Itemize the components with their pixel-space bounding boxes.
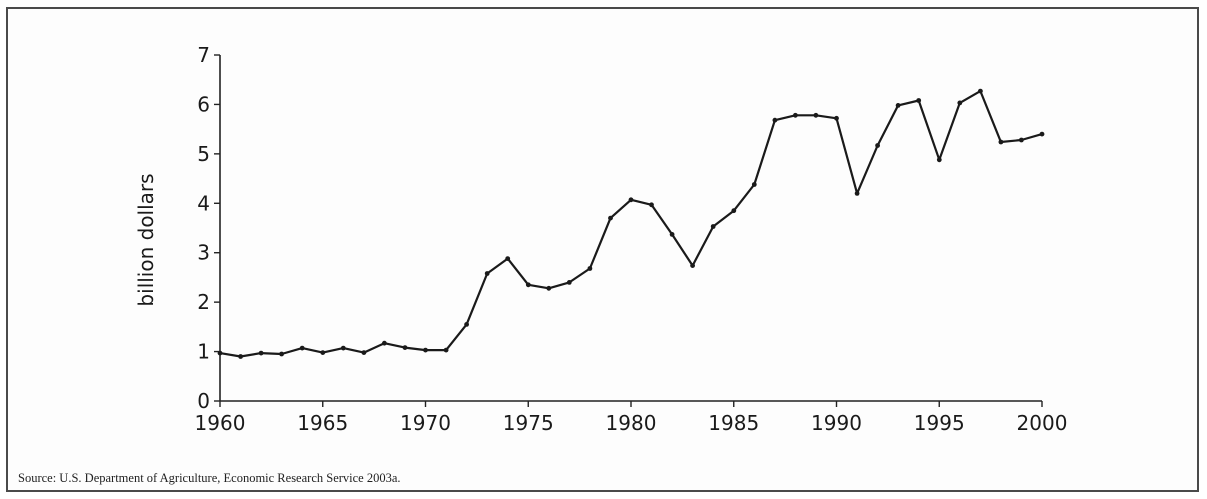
data-point xyxy=(690,263,695,268)
data-point xyxy=(649,202,654,208)
data-point xyxy=(793,112,798,118)
data-point xyxy=(916,98,922,103)
data-point xyxy=(299,345,305,351)
data-point xyxy=(608,215,613,221)
y-tick-label: 2 xyxy=(197,290,210,314)
y-tick-label: 6 xyxy=(197,92,210,116)
data-point xyxy=(751,182,757,187)
x-tick-label: 1975 xyxy=(503,411,554,435)
data-point xyxy=(566,280,572,285)
data-point xyxy=(402,345,408,350)
data-point xyxy=(320,350,326,355)
data-point xyxy=(978,88,983,94)
x-tick-label: 1990 xyxy=(811,411,862,435)
data-point xyxy=(834,115,839,121)
data-point xyxy=(628,197,634,203)
data-point xyxy=(361,350,367,355)
data-point xyxy=(957,100,963,106)
data-point xyxy=(546,285,552,291)
data-point xyxy=(217,350,223,356)
y-tick-label: 5 xyxy=(197,142,210,166)
series-layer xyxy=(217,88,1045,359)
series-line xyxy=(219,89,1043,358)
line-chart: 0 1 2 3 4 5 6 7 1960 1965 1970 1975 1980 1985 1990 1995… xyxy=(134,43,1068,435)
data-point xyxy=(998,139,1004,145)
x-tick-label: 1970 xyxy=(400,411,451,435)
data-point xyxy=(464,322,469,327)
data-point xyxy=(813,112,819,118)
data-point xyxy=(710,224,716,229)
source-note: Source: U.S. Department of Agriculture, … xyxy=(18,471,401,485)
x-tick-label: 1985 xyxy=(708,411,759,435)
data-point xyxy=(340,345,346,351)
data-point xyxy=(1019,137,1024,143)
y-tick-label: 4 xyxy=(197,191,210,215)
x-tick-label: 2000 xyxy=(1017,411,1068,435)
data-point xyxy=(895,103,901,108)
data-point xyxy=(875,143,880,148)
data-point xyxy=(669,232,675,237)
figure-frame xyxy=(6,7,1199,492)
x-tick-label: 1995 xyxy=(914,411,965,435)
chart-axes: 0 1 2 3 4 5 6 7 1960 1965 1970 1975 1980 1985 1990 1995… xyxy=(195,43,1068,435)
data-point xyxy=(423,347,428,353)
y-tick-label: 3 xyxy=(197,241,210,265)
data-point xyxy=(505,256,511,261)
x-tick-label: 1980 xyxy=(606,411,657,435)
y-axis-label: billion dollars xyxy=(134,173,158,306)
y-tick-label: 1 xyxy=(197,340,210,364)
data-point xyxy=(587,266,593,271)
data-point xyxy=(258,350,264,356)
data-point xyxy=(1039,131,1045,137)
data-point xyxy=(238,354,244,359)
data-point xyxy=(525,282,531,288)
x-tick-label: 1960 xyxy=(195,411,246,435)
x-tick-label: 1965 xyxy=(297,411,348,435)
data-point xyxy=(443,347,449,353)
data-point xyxy=(382,340,387,346)
data-point xyxy=(854,191,860,196)
y-tick-label: 0 xyxy=(197,389,210,413)
data-point xyxy=(731,208,737,214)
data-point xyxy=(936,157,942,163)
data-point xyxy=(772,117,778,123)
data-point xyxy=(279,351,284,357)
data-point xyxy=(484,271,490,276)
y-tick-label: 7 xyxy=(197,43,210,67)
